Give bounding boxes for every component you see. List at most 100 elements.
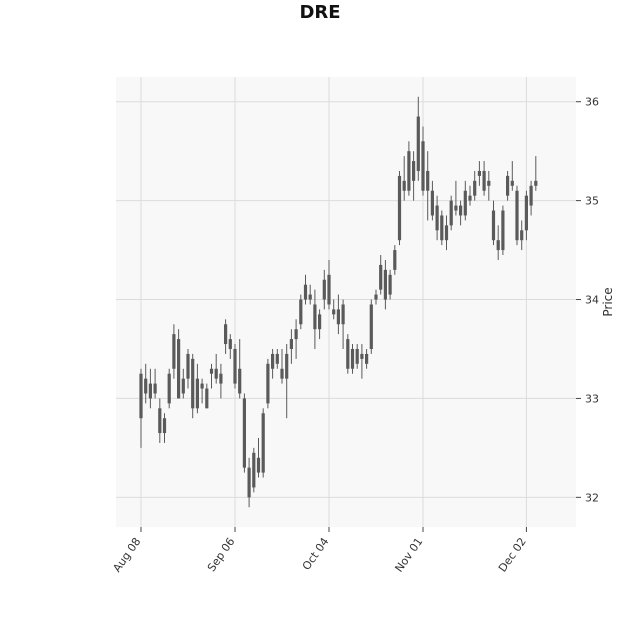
y-tick-label: 35 bbox=[585, 195, 599, 208]
candle-body bbox=[440, 215, 444, 241]
candle-body bbox=[186, 353, 190, 379]
candle-body bbox=[327, 274, 331, 305]
x-tick-label: Aug 08 bbox=[110, 535, 143, 574]
plot-area bbox=[116, 77, 576, 527]
candle-body bbox=[177, 339, 181, 399]
candle-body bbox=[144, 378, 148, 394]
candle-body bbox=[162, 418, 167, 434]
candle-body bbox=[510, 180, 514, 186]
candle-body bbox=[209, 368, 214, 374]
candle-body bbox=[313, 304, 317, 330]
candle-body bbox=[506, 175, 510, 196]
candle-body bbox=[191, 358, 195, 409]
candle-body bbox=[388, 274, 392, 295]
candle-body bbox=[515, 190, 519, 241]
candle-body bbox=[379, 264, 383, 290]
candle-body bbox=[252, 452, 256, 488]
candle-body bbox=[463, 190, 467, 216]
candle-body bbox=[139, 373, 143, 419]
candle-body bbox=[444, 225, 449, 241]
candle-body bbox=[355, 348, 359, 364]
candle-body bbox=[224, 324, 228, 345]
candle-body bbox=[369, 304, 373, 349]
x-tick-label: Sep 06 bbox=[205, 535, 238, 574]
candle-body bbox=[374, 294, 378, 300]
candle-body bbox=[360, 353, 364, 359]
candle-body bbox=[153, 383, 157, 394]
candle-body bbox=[275, 353, 279, 364]
candle-body bbox=[247, 467, 251, 498]
candle-body bbox=[289, 339, 293, 349]
chart-title: DRE bbox=[299, 2, 341, 23]
candle-body bbox=[336, 309, 340, 325]
candle-body bbox=[524, 195, 528, 231]
y-axis-label: Price bbox=[601, 287, 615, 316]
candle-body bbox=[496, 240, 500, 251]
candle-body bbox=[205, 388, 209, 409]
candle-body bbox=[256, 457, 261, 473]
candle-body bbox=[407, 151, 411, 191]
candle-body bbox=[468, 195, 472, 201]
candle-body bbox=[233, 348, 237, 384]
candle-body bbox=[219, 373, 223, 384]
candle-body bbox=[200, 383, 204, 389]
candle-body bbox=[365, 353, 369, 364]
candle-body bbox=[303, 284, 308, 300]
candle-body bbox=[285, 353, 289, 379]
x-tick-label: Oct 04 bbox=[300, 535, 332, 572]
candle-body bbox=[520, 230, 524, 241]
candle-body bbox=[393, 250, 397, 270]
candle-body bbox=[280, 368, 284, 379]
candle-body bbox=[195, 378, 199, 409]
candle-body bbox=[214, 368, 218, 379]
candle-body bbox=[299, 299, 303, 325]
candle-body bbox=[459, 205, 463, 216]
candle-body bbox=[158, 408, 162, 434]
candle-body bbox=[402, 180, 406, 191]
candle-body bbox=[242, 398, 246, 468]
candle-body bbox=[482, 170, 486, 191]
candle-body bbox=[454, 205, 458, 211]
y-tick-label: 36 bbox=[585, 96, 599, 109]
candle-body bbox=[534, 180, 538, 186]
x-tick-label: Dec 02 bbox=[496, 535, 529, 574]
candle-body bbox=[172, 334, 176, 369]
candle-body bbox=[318, 314, 322, 330]
candle-body bbox=[341, 304, 345, 325]
candle-body bbox=[332, 309, 336, 315]
candle-body bbox=[181, 378, 185, 394]
candle-body bbox=[430, 190, 434, 216]
candle-body bbox=[228, 339, 232, 349]
candle-body bbox=[383, 269, 387, 300]
candle-body bbox=[167, 373, 171, 404]
candle-body bbox=[308, 294, 312, 300]
candle-body bbox=[416, 116, 420, 171]
y-tick-label: 34 bbox=[585, 294, 599, 307]
candle-body bbox=[322, 279, 326, 300]
candle-body bbox=[266, 363, 270, 404]
y-tick-label: 32 bbox=[585, 491, 599, 504]
candle-body bbox=[473, 180, 477, 196]
candle-body bbox=[238, 368, 242, 394]
candle-body bbox=[350, 348, 355, 369]
candle-body bbox=[477, 170, 481, 176]
candle-body bbox=[346, 339, 350, 369]
candle-body bbox=[421, 141, 425, 191]
x-tick-label: Nov 01 bbox=[392, 535, 425, 574]
candle-body bbox=[148, 383, 152, 399]
y-tick-label: 33 bbox=[585, 392, 599, 405]
candle-body bbox=[271, 353, 275, 369]
candle-body bbox=[397, 175, 402, 241]
candle-body bbox=[487, 180, 491, 186]
candle-body bbox=[412, 161, 416, 181]
candle-body bbox=[491, 210, 496, 241]
candle-body bbox=[529, 185, 533, 206]
candle-body bbox=[261, 413, 265, 473]
candle-body bbox=[449, 200, 453, 226]
candle-body bbox=[426, 170, 430, 191]
candle-body bbox=[501, 210, 505, 251]
candle-body bbox=[294, 329, 298, 340]
candle-body bbox=[435, 205, 439, 231]
